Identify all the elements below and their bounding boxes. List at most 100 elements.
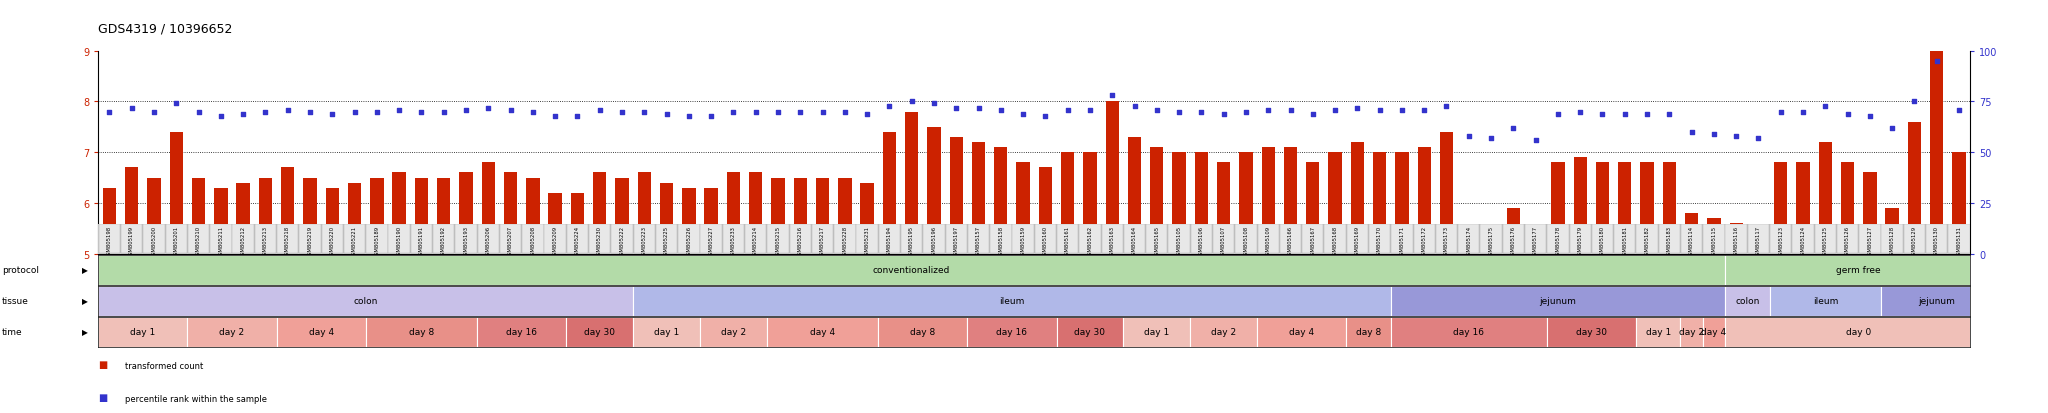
Point — [1251, 107, 1284, 114]
Text: GSM805190: GSM805190 — [397, 225, 401, 257]
Bar — [750, 173, 762, 254]
Point — [1141, 107, 1174, 114]
Bar — [924, 225, 944, 254]
Bar — [834, 225, 856, 254]
Bar — [1147, 225, 1167, 254]
Bar — [1190, 317, 1257, 347]
Bar — [1659, 225, 1679, 254]
Bar — [571, 193, 584, 254]
Point — [1808, 103, 1841, 109]
Text: day 30: day 30 — [1575, 328, 1608, 337]
Text: GSM805224: GSM805224 — [575, 225, 580, 257]
Bar — [1458, 225, 1479, 254]
Text: jejunum: jejunum — [1540, 297, 1577, 306]
Bar — [946, 225, 967, 254]
Text: GSM805230: GSM805230 — [598, 225, 602, 257]
Text: GSM805178: GSM805178 — [1554, 225, 1561, 257]
Point — [205, 113, 238, 120]
Bar — [477, 225, 500, 254]
Bar — [1061, 153, 1075, 254]
Text: GSM805201: GSM805201 — [174, 225, 178, 257]
Bar — [211, 225, 231, 254]
Point — [250, 109, 283, 116]
Bar — [1352, 143, 1364, 254]
Bar — [1747, 225, 1769, 254]
Point — [1186, 109, 1219, 116]
Point — [672, 113, 705, 120]
Point — [1229, 109, 1262, 116]
Text: day 1: day 1 — [131, 328, 156, 337]
Text: day 8: day 8 — [1356, 328, 1380, 337]
Point — [471, 105, 504, 112]
Text: day 4: day 4 — [1288, 328, 1315, 337]
Bar — [393, 173, 406, 254]
Text: GSM805179: GSM805179 — [1577, 225, 1583, 257]
Point — [1475, 135, 1507, 142]
Text: GSM805107: GSM805107 — [1221, 225, 1227, 257]
Bar — [1905, 225, 1925, 254]
Text: colon: colon — [354, 297, 379, 306]
Text: GSM805231: GSM805231 — [864, 225, 870, 257]
Text: day 1: day 1 — [653, 328, 680, 337]
Text: ▶: ▶ — [82, 297, 88, 306]
Bar — [1640, 163, 1653, 254]
Point — [1653, 111, 1686, 118]
Bar — [1686, 214, 1698, 254]
Bar — [367, 225, 387, 254]
Text: GSM805219: GSM805219 — [307, 225, 313, 257]
Point — [293, 109, 326, 116]
Text: GSM805180: GSM805180 — [1599, 225, 1606, 257]
Bar — [950, 138, 963, 254]
Text: GSM805166: GSM805166 — [1288, 225, 1292, 257]
Bar — [772, 178, 784, 254]
Text: day 30: day 30 — [1075, 328, 1106, 337]
Text: GSM805126: GSM805126 — [1845, 225, 1849, 257]
Text: GSM805109: GSM805109 — [1266, 225, 1270, 257]
Bar — [1618, 163, 1632, 254]
Text: tissue: tissue — [2, 297, 29, 306]
Bar — [1284, 148, 1296, 254]
Bar — [1591, 225, 1614, 254]
Bar — [1391, 225, 1413, 254]
Bar — [281, 168, 295, 254]
Bar — [1169, 225, 1190, 254]
Text: GSM805129: GSM805129 — [1913, 225, 1917, 257]
Bar — [1413, 225, 1436, 254]
Bar — [1929, 52, 1944, 254]
Bar — [723, 225, 743, 254]
Bar — [1837, 225, 1858, 254]
Bar — [659, 183, 674, 254]
Bar — [276, 225, 299, 254]
Point — [649, 111, 682, 118]
Text: ▶: ▶ — [82, 328, 88, 337]
Text: ■: ■ — [98, 359, 109, 369]
Bar — [928, 128, 940, 254]
Text: GSM805227: GSM805227 — [709, 225, 713, 257]
Bar — [1841, 163, 1853, 254]
Point — [850, 111, 883, 118]
Bar — [1034, 225, 1057, 254]
Point — [1386, 107, 1419, 114]
Text: GSM805193: GSM805193 — [463, 225, 469, 257]
Text: GSM805159: GSM805159 — [1020, 225, 1026, 257]
Text: GSM805163: GSM805163 — [1110, 225, 1114, 257]
Text: GSM805215: GSM805215 — [776, 225, 780, 257]
Bar — [1329, 153, 1341, 254]
Text: GSM805114: GSM805114 — [1690, 225, 1694, 257]
Bar — [633, 286, 1391, 316]
Text: percentile rank within the sample: percentile rank within the sample — [125, 394, 266, 404]
Text: colon: colon — [1735, 297, 1759, 306]
Bar — [856, 225, 879, 254]
Text: GSM805124: GSM805124 — [1800, 225, 1806, 257]
Text: day 16: day 16 — [1454, 328, 1485, 337]
Bar — [147, 178, 160, 254]
Bar — [594, 173, 606, 254]
Bar — [1348, 225, 1368, 254]
Bar — [1636, 225, 1657, 254]
Text: day 2: day 2 — [1210, 328, 1237, 337]
Bar — [1663, 163, 1675, 254]
Bar — [1257, 317, 1346, 347]
Text: GSM805171: GSM805171 — [1399, 225, 1405, 257]
Bar — [1262, 148, 1276, 254]
Bar — [188, 317, 276, 347]
